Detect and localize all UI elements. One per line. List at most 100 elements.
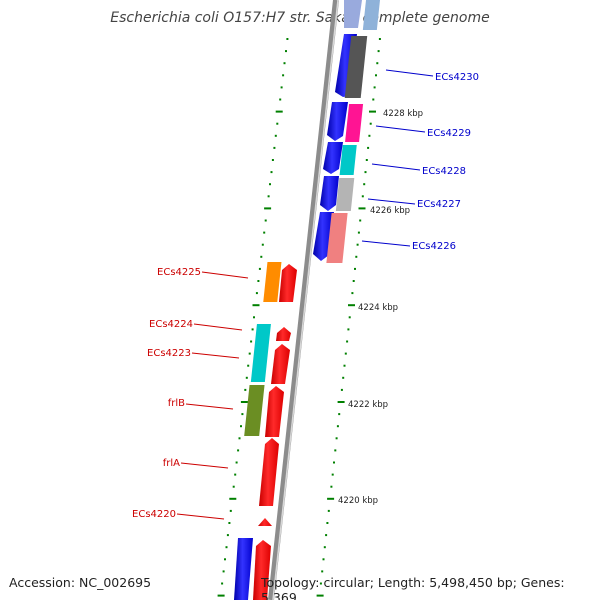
scale-tick (357, 231, 360, 234)
scale-tick (364, 171, 367, 174)
scale-tick (229, 509, 232, 512)
gene-label-ecs4227[interactable]: ECs4227 (417, 199, 461, 210)
gene-box-top[interactable] (362, 0, 380, 30)
scale-tick (335, 437, 338, 440)
scale-tick (348, 316, 351, 319)
scale-tick (326, 522, 329, 524)
scale-tick (221, 582, 224, 585)
gene-labels: ECs4230 ECs4229 ECs4228 ECs4227 ECs4226 … (132, 72, 479, 520)
scale-tick (316, 594, 324, 597)
scale-tick (286, 38, 289, 40)
label-leaders (176, 69, 434, 520)
scale-tick (347, 328, 350, 331)
scale-tick (376, 62, 379, 65)
scale-tick (250, 340, 253, 343)
scale-tick (285, 50, 287, 53)
reverse-gene-arrow[interactable] (258, 518, 272, 526)
scale-labels: 4228 kbp 4226 kbp 4224 kbp 4222 kbp 4220… (338, 109, 423, 506)
scale-tick (275, 110, 283, 113)
scale-tick (355, 255, 358, 258)
scale-tick (346, 340, 349, 343)
scale-tick (367, 146, 370, 149)
scale-ticks-left (217, 38, 289, 597)
scale-tick (359, 219, 362, 222)
scale-tick (340, 388, 343, 391)
forward-gene-arrow[interactable] (323, 142, 343, 174)
scale-tick (225, 546, 228, 549)
scale-tick (264, 207, 272, 210)
forward-gene-arrow[interactable] (234, 538, 253, 600)
scale-tick (352, 280, 355, 282)
scale-tick (224, 558, 226, 561)
gene-box-ecs4224-4223[interactable] (250, 324, 271, 382)
scale-tick (369, 122, 372, 125)
scale-tick (270, 171, 273, 174)
scale-tick (348, 304, 355, 307)
forward-gene-arrow[interactable] (327, 102, 348, 141)
scale-tick (269, 183, 271, 186)
scale-tick (240, 425, 242, 428)
gene-box-frlb[interactable] (244, 385, 265, 436)
scale-tick (245, 376, 248, 379)
scale-tick (217, 594, 225, 597)
gene-label-ecs4224[interactable]: ECs4224 (149, 319, 193, 330)
scale-tick (241, 413, 244, 416)
scale-tick (334, 449, 337, 452)
scale-label-4222: 4222 kbp (348, 400, 388, 410)
reverse-gene-arrow[interactable] (253, 540, 271, 600)
gene-box-ecs4230[interactable] (344, 36, 368, 98)
scale-tick (325, 534, 328, 537)
gene-box-ecs4228[interactable] (339, 145, 357, 175)
genome-backbone (268, 0, 339, 600)
gene-label-ecs4220[interactable]: ECs4220 (132, 509, 176, 520)
scale-tick (222, 570, 225, 573)
scale-tick (237, 449, 240, 452)
scale-tick (343, 364, 346, 367)
forward-gene-arrow[interactable] (344, 0, 362, 28)
scale-tick (232, 485, 235, 488)
reverse-gene-arrow[interactable] (276, 327, 291, 341)
gene-label-frlb[interactable]: frlB (168, 398, 185, 409)
topology-text: Topology: circular; Length: 5,498,450 bp… (261, 575, 565, 600)
scale-label-4226: 4226 kbp (370, 206, 410, 216)
scale-label-4224: 4224 kbp (358, 303, 398, 313)
scale-tick (251, 328, 254, 331)
reverse-gene-arrow[interactable] (271, 344, 290, 384)
scale-tick (228, 522, 231, 524)
scale-tick (336, 425, 339, 428)
scale-tick (319, 582, 322, 585)
gene-label-ecs4228[interactable]: ECs4228 (422, 166, 466, 177)
reverse-strand-genes (234, 264, 297, 600)
scale-tick (373, 86, 376, 89)
genome-backbone-highlight (272, 0, 339, 600)
gene-label-ecs4225[interactable]: ECs4225 (157, 267, 201, 278)
scale-tick (238, 437, 241, 440)
scale-tick (356, 243, 359, 246)
scale-tick (234, 473, 237, 476)
scale-tick (372, 98, 375, 101)
gene-label-frla[interactable]: frlA (163, 458, 180, 469)
scale-tick (368, 134, 371, 137)
gene-box-ecs4227[interactable] (335, 178, 355, 211)
reverse-gene-arrow[interactable] (265, 386, 284, 437)
gene-box-ecs4225[interactable] (263, 262, 282, 302)
gene-box-ecs4229[interactable] (345, 104, 364, 142)
scale-tick (363, 183, 366, 186)
reverse-gene-arrow[interactable] (259, 438, 279, 506)
scale-tick (322, 558, 325, 561)
scale-tick (351, 292, 354, 295)
gene-box-ecs4226[interactable] (326, 213, 348, 263)
gene-label-ecs4226[interactable]: ECs4226 (412, 241, 456, 252)
scale-tick (365, 159, 368, 161)
scale-tick (240, 401, 248, 403)
forward-gene-arrow[interactable] (320, 176, 339, 211)
gene-label-ecs4229[interactable]: ECs4229 (427, 128, 471, 139)
scale-tick (252, 304, 260, 307)
forward-gene-boxes (326, 0, 380, 263)
scale-tick (369, 110, 376, 113)
gene-label-ecs4223[interactable]: ECs4223 (147, 348, 191, 359)
reverse-gene-arrow[interactable] (279, 264, 297, 302)
scale-tick (229, 497, 237, 500)
gene-label-ecs4230[interactable]: ECs4230 (435, 72, 479, 83)
